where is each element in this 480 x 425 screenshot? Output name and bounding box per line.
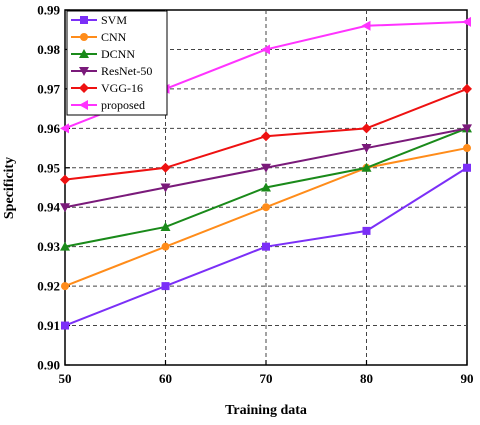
y-tick-label: 0.99 xyxy=(37,3,60,18)
data-point-resnet-50 xyxy=(60,203,70,213)
data-point-vgg-16 xyxy=(261,131,271,142)
legend-marker xyxy=(80,16,88,24)
y-tick-label: 0.98 xyxy=(37,42,60,57)
legend-item-cnn: CNN xyxy=(71,30,127,44)
data-point-dcnn xyxy=(361,162,372,172)
y-tick-label: 0.93 xyxy=(37,239,60,254)
y-ticks: 0.90 0.91 0.92 0.93 0.94 0.95 0.96 0.97 0.98 0.99 xyxy=(37,3,70,373)
data-point-vgg-16 xyxy=(462,83,472,94)
series-svm xyxy=(61,163,471,330)
legend-label: CNN xyxy=(101,30,127,44)
y-axis-title: Specificity xyxy=(2,157,17,219)
series-vgg-16 xyxy=(60,83,472,185)
data-point-svm xyxy=(463,163,471,172)
y-tick-label: 0.90 xyxy=(37,358,60,373)
legend-marker xyxy=(79,100,88,110)
legend-items: SVM CNN DCNN ResNet-50 VGG-16 proposed xyxy=(71,13,152,112)
series-resnet-50 xyxy=(60,124,472,213)
y-tick-label: 0.92 xyxy=(37,279,60,294)
y-tick-label: 0.96 xyxy=(37,121,60,136)
y-tick-label: 0.91 xyxy=(37,318,60,333)
legend-box xyxy=(66,10,168,116)
legend-item-vgg-16: VGG-16 xyxy=(71,81,143,95)
y-tick-label: 0.95 xyxy=(37,160,60,175)
data-point-cnn xyxy=(161,242,170,251)
data-point-resnet-50 xyxy=(261,163,271,173)
legend-marker xyxy=(79,67,89,76)
legend-item-dcnn: DCNN xyxy=(71,47,135,61)
legend-item-resnet-50: ResNet-50 xyxy=(71,64,152,78)
data-point-svm xyxy=(61,321,69,330)
x-ticks: 50 60 70 80 90 xyxy=(59,360,474,386)
legend-item-svm: SVM xyxy=(71,13,127,27)
legend-label: proposed xyxy=(101,98,145,112)
data-point-dcnn xyxy=(60,241,70,251)
legend-label: SVM xyxy=(101,13,127,27)
x-tick-label: 80 xyxy=(360,371,373,386)
data-point-cnn xyxy=(463,144,471,153)
legend-marker xyxy=(79,83,89,93)
data-point-proposed xyxy=(60,123,69,134)
data-point-proposed xyxy=(261,44,270,55)
data-point-proposed xyxy=(361,20,371,31)
data-point-vgg-16 xyxy=(60,174,70,185)
data-point-cnn xyxy=(61,282,69,291)
series-dcnn xyxy=(60,123,472,251)
x-tick-label: 50 xyxy=(59,371,72,386)
data-point-resnet-50 xyxy=(462,124,472,134)
legend: SVM CNN DCNN ResNet-50 VGG-16 proposed xyxy=(66,10,168,116)
data-point-cnn xyxy=(262,203,270,212)
x-tick-label: 70 xyxy=(260,371,273,386)
x-axis-title: Training data xyxy=(225,403,307,418)
data-point-dcnn xyxy=(261,182,271,192)
data-point-resnet-50 xyxy=(160,183,171,193)
y-tick-label: 0.94 xyxy=(37,200,60,215)
legend-label: ResNet-50 xyxy=(101,64,152,78)
y-tick-label: 0.97 xyxy=(37,81,60,96)
data-point-dcnn xyxy=(160,221,171,231)
legend-marker xyxy=(80,33,88,41)
legend-label: VGG-16 xyxy=(101,81,143,95)
data-point-svm xyxy=(262,242,270,251)
legend-label: DCNN xyxy=(101,47,135,61)
data-point-resnet-50 xyxy=(361,144,372,154)
x-tick-label: 60 xyxy=(159,371,172,386)
data-point-svm xyxy=(161,282,170,291)
legend-item-proposed: proposed xyxy=(71,98,145,112)
x-tick-label: 90 xyxy=(461,371,474,386)
legend-marker xyxy=(79,49,89,58)
data-point-svm xyxy=(362,226,371,235)
data-point-proposed xyxy=(462,16,471,27)
data-point-vgg-16 xyxy=(160,162,171,173)
data-point-vgg-16 xyxy=(361,123,372,134)
